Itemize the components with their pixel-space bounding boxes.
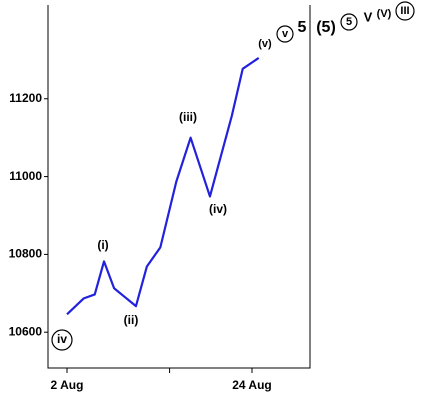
- annotation-circle: [395, 1, 415, 21]
- wave-label: v: [282, 28, 289, 40]
- wave-label: (iii): [179, 110, 197, 124]
- wave-label: iv: [57, 332, 67, 346]
- y-tick-label: 11000: [9, 169, 42, 183]
- y-tick-label: 10600: [9, 324, 43, 338]
- annotation-circle: [340, 13, 358, 31]
- wave-label: (ii): [124, 313, 139, 327]
- wave-label: (V): [377, 8, 392, 20]
- wave-label: V: [364, 9, 373, 24]
- y-tick-label: 10800: [9, 247, 43, 261]
- price-line: [66, 57, 260, 316]
- annotation-circle: [276, 25, 294, 43]
- wave-label: III: [400, 5, 409, 17]
- wave-label: (5): [316, 19, 336, 36]
- wave-label: 5: [346, 16, 352, 28]
- wave-label: (iv): [209, 202, 227, 216]
- wave-label: (i): [97, 238, 108, 252]
- y-tick-label: 11200: [9, 91, 42, 105]
- axis-frame: [47, 5, 311, 369]
- annotation-circle: [51, 329, 73, 351]
- wave-label: 5: [298, 19, 307, 36]
- x-tick-label: 2 Aug: [51, 378, 84, 392]
- wave-label: (v): [258, 38, 272, 50]
- x-tick-label: 24 Aug: [232, 378, 272, 392]
